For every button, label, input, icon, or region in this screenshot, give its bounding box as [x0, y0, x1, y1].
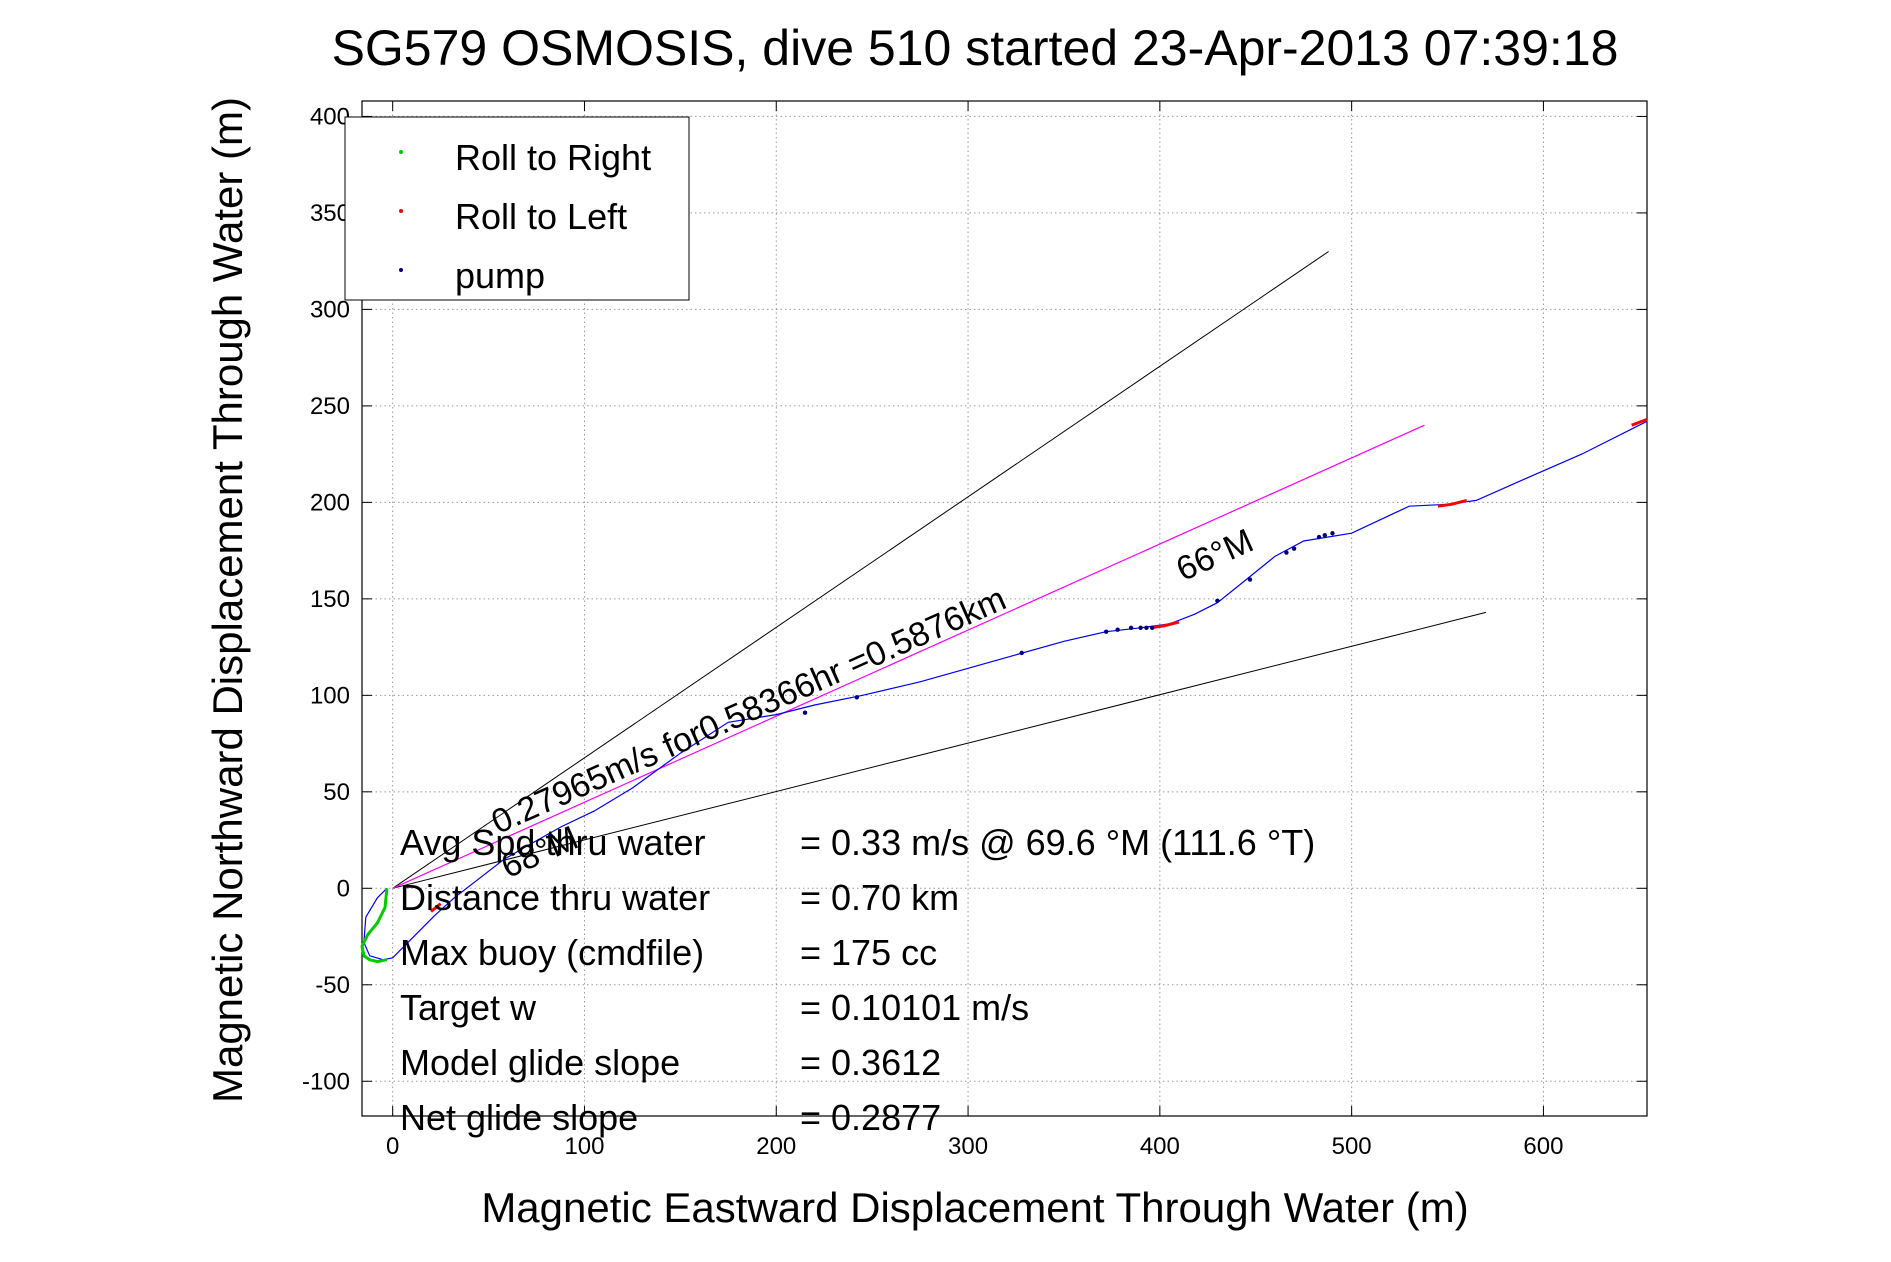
y-tick-label: 250	[310, 393, 350, 420]
stat-value-avg-speed: = 0.33 m/s @ 69.6 °M (111.6 °T)	[800, 822, 1315, 863]
roll-left-segment	[1437, 498, 1468, 508]
stat-label-target-w: Target w	[400, 987, 537, 1028]
x-tick-label: 500	[1332, 1133, 1372, 1160]
legend-label-pump: pump	[455, 255, 545, 296]
stat-value-net-glide: = 0.2877	[800, 1097, 941, 1138]
roll-left-segment	[1631, 417, 1648, 427]
stat-label-net-glide: Net glide slope	[400, 1097, 638, 1138]
pump-point	[1247, 577, 1253, 582]
stat-label-distance: Distance thru water	[400, 877, 710, 918]
legend-marker-roll-left	[399, 209, 403, 213]
stat-value-model-glide: = 0.3612	[800, 1042, 941, 1083]
cone-lower-line	[392, 611, 1487, 889]
pump-point	[1149, 625, 1155, 630]
stat-label-max-buoy: Max buoy (cmdfile)	[400, 932, 704, 973]
pump-point	[1215, 598, 1220, 603]
pump-point	[1291, 546, 1297, 551]
y-tick-label: 300	[310, 296, 350, 323]
legend-label-roll-right: Roll to Right	[455, 137, 651, 178]
pump-point	[1144, 625, 1149, 630]
y-tick-label: 200	[310, 489, 350, 516]
pump-point	[1115, 627, 1120, 632]
y-tick-label: 100	[310, 682, 350, 709]
legend-marker-roll-right	[399, 150, 403, 154]
y-tick-label: 350	[310, 200, 350, 227]
stat-label-model-glide: Model glide slope	[400, 1042, 680, 1083]
y-tick-label: 50	[323, 779, 350, 806]
chart-title: SG579 OSMOSIS, dive 510 started 23-Apr-2…	[332, 20, 1619, 76]
y-tick-label: -50	[315, 972, 350, 999]
y-tick-label: 0	[337, 875, 350, 902]
y-axis-label: Magnetic Northward Displacement Through …	[204, 97, 251, 1103]
x-tick-label: 600	[1523, 1133, 1563, 1160]
stat-value-distance: = 0.70 km	[800, 877, 959, 918]
stat-label-avg-speed: Avg Spd thru water	[400, 822, 706, 863]
y-tick-label: -100	[302, 1068, 350, 1095]
x-axis-label: Magnetic Eastward Displacement Through W…	[481, 1184, 1468, 1231]
pump-point	[1316, 534, 1322, 540]
x-tick-label: 300	[948, 1133, 988, 1160]
stat-value-target-w: = 0.10101 m/s	[800, 987, 1029, 1028]
legend-marker-pump	[399, 268, 403, 272]
pump-point	[1019, 650, 1024, 656]
x-tick-label: 0	[386, 1133, 399, 1160]
cone-upper-line	[392, 251, 1329, 889]
roll-left-segment	[430, 902, 442, 913]
pump-point	[802, 710, 808, 715]
legend-label-roll-left: Roll to Left	[455, 196, 627, 237]
pump-point	[1322, 532, 1327, 538]
pump-point	[1138, 625, 1143, 630]
legend: Roll to Right Roll to Left pump	[344, 116, 690, 301]
pump-point	[1330, 531, 1335, 536]
roll-left-segment	[1150, 620, 1180, 630]
pump-point	[1284, 550, 1289, 555]
pump-point	[854, 695, 860, 700]
y-tick-label: 150	[310, 586, 350, 613]
plot-marks	[802, 531, 1335, 715]
y-tick-label: 400	[310, 103, 350, 130]
stat-value-max-buoy: = 175 cc	[800, 932, 937, 973]
ticks: 0 100 200 300 400 500 600 -100 -50 0 50 100 150 200 25…	[302, 101, 1647, 1160]
heading-line	[392, 424, 1425, 889]
x-tick-label: 100	[564, 1133, 604, 1160]
stats-block: Avg Spd thru water = 0.33 m/s @ 69.6 °M …	[400, 822, 1315, 1138]
pump-point	[1128, 625, 1134, 630]
x-tick-label: 400	[1140, 1133, 1180, 1160]
pump-point	[1103, 629, 1109, 634]
x-tick-label: 200	[756, 1133, 796, 1160]
roll-right-track	[360, 888, 389, 964]
